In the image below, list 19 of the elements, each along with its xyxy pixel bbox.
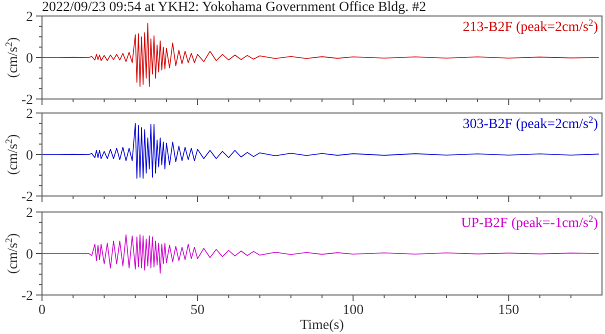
x-tick-label: 100 (342, 303, 364, 318)
y-tick-label: 0 (26, 247, 33, 262)
x-axis-title: Time(s) (300, 318, 344, 333)
y-tick-label: 2 (26, 106, 33, 122)
x-tick-label: 50 (190, 303, 205, 318)
series-label: UP-B2F (peak=-1cm/s$^{2}$) (461, 214, 598, 231)
series-label: 213-B2F (peak=2cm/s$^{2}$) (462, 18, 598, 35)
y-tick-label: 0 (26, 148, 33, 164)
y-tick-label: -2 (21, 190, 33, 205)
x-tick-label: 150 (498, 303, 520, 318)
y-tick-label: 0 (26, 51, 33, 66)
y-tick-label: -2 (21, 288, 33, 304)
series-label: 303-B2F (peak=2cm/s$^{2}$) (462, 114, 598, 132)
chart-title: 2022/09/23 09:54 at YKH2: Yokohama Government Office Bldg. #2 (42, 0, 426, 15)
y-tick-label: 2 (26, 206, 33, 221)
y-tick-label: -2 (21, 92, 33, 108)
x-tick-label: 0 (38, 303, 46, 318)
line-series (42, 234, 600, 274)
y-tick-label: 2 (26, 10, 33, 25)
